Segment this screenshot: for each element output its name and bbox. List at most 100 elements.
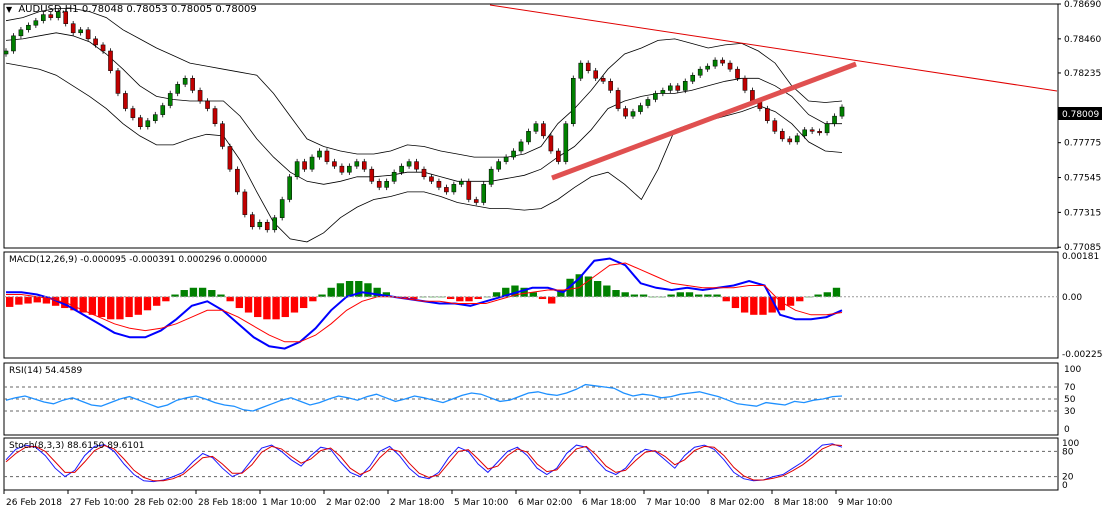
macd-histogram-bar bbox=[832, 287, 841, 297]
bull-candle bbox=[399, 165, 404, 173]
bear-candle bbox=[444, 187, 449, 193]
bear-candle bbox=[227, 146, 233, 170]
bear-candle bbox=[556, 150, 561, 162]
resistance-trend-line[interactable] bbox=[489, 4, 1058, 92]
macd-histogram-bar bbox=[226, 296, 234, 302]
candlesticks bbox=[3, 8, 845, 233]
bull-candle bbox=[160, 105, 166, 115]
time-tick-label: 2 Mar 18:00 bbox=[390, 498, 445, 508]
macd-histogram-bar bbox=[42, 296, 51, 304]
macd-histogram-bar bbox=[97, 296, 106, 318]
bear-candle bbox=[548, 135, 554, 152]
bull-candle bbox=[26, 24, 31, 31]
macd-histogram bbox=[6, 274, 841, 320]
macd-histogram-bar bbox=[208, 290, 216, 297]
rsi-tick-label: 50 bbox=[1064, 395, 1076, 405]
time-tick-label: 27 Feb 10:00 bbox=[70, 498, 129, 508]
bear-candle bbox=[190, 78, 195, 91]
stoch-tick-label: 80 bbox=[1062, 447, 1074, 457]
macd-histogram-bar bbox=[419, 296, 427, 298]
macd-histogram-bar bbox=[667, 294, 675, 297]
time-tick-label: 6 Mar 18:00 bbox=[582, 498, 637, 508]
stoch-tick-label: 20 bbox=[1062, 473, 1074, 483]
macd-histogram-bar bbox=[152, 296, 161, 306]
bear-candle bbox=[429, 176, 434, 182]
bear-candle bbox=[70, 23, 76, 34]
time-tick-label: 26 Feb 2018 bbox=[6, 498, 62, 508]
bull-candle bbox=[309, 156, 315, 170]
current-price-label: 0.78009 bbox=[1062, 110, 1099, 120]
macd-histogram-bar bbox=[290, 296, 299, 313]
bull-candle bbox=[570, 78, 576, 124]
macd-histogram-bar bbox=[639, 294, 648, 297]
macd-histogram-bar bbox=[143, 296, 152, 311]
macd-histogram-bar bbox=[6, 296, 14, 307]
bear-candle bbox=[765, 108, 770, 121]
bull-candle bbox=[406, 161, 412, 167]
bear-candle bbox=[615, 90, 621, 109]
macd-histogram-bar bbox=[355, 281, 363, 297]
macd-histogram-bar bbox=[768, 296, 776, 313]
bull-candle bbox=[697, 68, 703, 76]
bollinger-upper bbox=[5, 8, 843, 158]
macd-histogram-bar bbox=[483, 296, 492, 298]
bull-candle bbox=[347, 165, 352, 173]
macd-tick-label: 0.00 bbox=[1062, 293, 1082, 303]
macd-histogram-bar bbox=[254, 296, 262, 318]
stoch-signal-line bbox=[5, 444, 843, 482]
bull-candle bbox=[533, 123, 539, 132]
macd-histogram-bar bbox=[299, 296, 308, 309]
time-tick-label: 1 Mar 10:00 bbox=[262, 498, 317, 508]
macd-histogram-bar bbox=[345, 281, 354, 297]
bear-candle bbox=[63, 11, 69, 24]
time-tick-label: 6 Mar 02:00 bbox=[518, 498, 573, 508]
macd-histogram-bar bbox=[235, 296, 244, 309]
symbol-header[interactable]: ▼ AUDUSD,H1 0.78048 0.78053 0.78005 0.78… bbox=[6, 4, 257, 15]
dropdown-triangle-icon[interactable]: ▼ bbox=[6, 5, 13, 14]
macd-label: MACD(12,26,9) -0.000095 -0.000391 0.0002… bbox=[9, 255, 268, 265]
macd-histogram-bar bbox=[796, 296, 804, 302]
price-tick-label: 0.78690 bbox=[1064, 0, 1101, 10]
bull-candle bbox=[832, 115, 837, 124]
bull-candle bbox=[18, 29, 24, 37]
macd-histogram-bar bbox=[529, 292, 537, 297]
bear-candle bbox=[48, 14, 54, 18]
macd-histogram-bar bbox=[198, 287, 207, 297]
macd-histogram-bar bbox=[511, 285, 519, 297]
bear-candle bbox=[205, 100, 210, 109]
bull-candle bbox=[11, 35, 16, 52]
bull-candle bbox=[824, 123, 830, 134]
bear-candle bbox=[541, 123, 546, 137]
bear-candle bbox=[727, 62, 733, 70]
macd-histogram-bar bbox=[318, 294, 326, 297]
bear-candle bbox=[600, 78, 606, 82]
macd-histogram-bar bbox=[410, 296, 418, 300]
rsi-tick-label: 100 bbox=[1064, 365, 1081, 375]
macd-histogram-bar bbox=[676, 292, 684, 297]
macd-histogram-bar bbox=[70, 296, 78, 311]
bear-candle bbox=[85, 29, 91, 40]
stoch-label: Stoch(8,3,3) 88.6150 89.6101 bbox=[9, 441, 145, 451]
macd-histogram-bar bbox=[538, 296, 547, 300]
bear-candle bbox=[235, 168, 240, 193]
bull-candle bbox=[578, 62, 584, 79]
ohlc-values: 0.78048 0.78053 0.78005 0.78009 bbox=[81, 4, 257, 15]
price-tick-label: 0.77315 bbox=[1064, 208, 1101, 218]
bull-candle bbox=[152, 114, 158, 121]
stoch-panel-border bbox=[3, 437, 1059, 491]
bear-candle bbox=[675, 85, 681, 91]
stoch-main-line bbox=[5, 443, 843, 483]
bear-candle bbox=[302, 161, 307, 170]
support-trend-line[interactable] bbox=[551, 61, 857, 181]
bear-candle bbox=[779, 131, 785, 140]
macd-histogram-bar bbox=[171, 294, 179, 297]
macd-histogram-bar bbox=[217, 294, 225, 297]
bull-candle bbox=[511, 150, 516, 158]
bear-candle bbox=[220, 123, 225, 147]
macd-histogram-bar bbox=[814, 294, 822, 297]
bull-candle bbox=[682, 81, 688, 91]
bull-candle bbox=[526, 131, 531, 143]
bear-candle bbox=[212, 108, 218, 124]
